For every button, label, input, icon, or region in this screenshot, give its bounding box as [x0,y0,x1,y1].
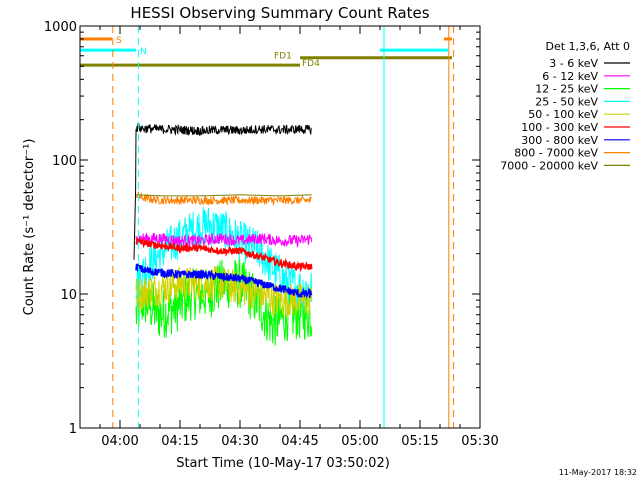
legend-label: 3 - 6 keV [549,57,598,70]
legend-label: 300 - 800 keV [521,134,598,147]
x-axis-label: Start Time (10-May-17 03:50:02) [176,456,390,471]
timestamp: 11-May-2017 18:32 [559,468,637,477]
legend-label: 100 - 300 keV [521,121,598,134]
series-line [135,258,313,346]
legend-label: 50 - 100 keV [528,108,598,121]
legend-label: 12 - 25 keV [535,83,598,96]
x-tick-label: 04:15 [161,434,198,449]
legend-label: 25 - 50 keV [535,95,598,108]
series-line [135,263,313,299]
y-tick-label: 1000 [44,20,77,35]
x-tick-label: 05:30 [461,434,498,449]
flag-label: FD4 [302,59,320,69]
series-line [133,123,312,260]
flag-label: N [140,47,147,57]
flag-label: FD1 [274,52,292,62]
series-line [136,194,312,197]
series-line [135,191,312,207]
legend-title: Det 1,3,6, Att 0 [546,40,630,53]
series-line [135,236,313,273]
legend-label: 800 - 7000 keV [514,147,598,160]
y-tick-label: 10 [60,288,77,303]
y-tick-label: 1 [69,422,77,437]
x-tick-label: 04:00 [101,434,138,449]
flag-label: S [116,36,122,46]
series-line [135,232,313,248]
legend-label: 7000 - 20000 keV [500,159,598,172]
x-tick-label: 05:00 [341,434,378,449]
y-tick-label: 100 [52,154,77,169]
y-axis-label: Count Rate (s⁻¹ detector⁻¹) [22,139,37,316]
legend-label: 6 - 12 keV [542,70,598,83]
chart-title: HESSI Observing Summary Count Rates [130,4,429,22]
x-tick-label: 04:45 [281,434,318,449]
x-tick-label: 05:15 [401,434,438,449]
x-tick-label: 04:30 [221,434,258,449]
